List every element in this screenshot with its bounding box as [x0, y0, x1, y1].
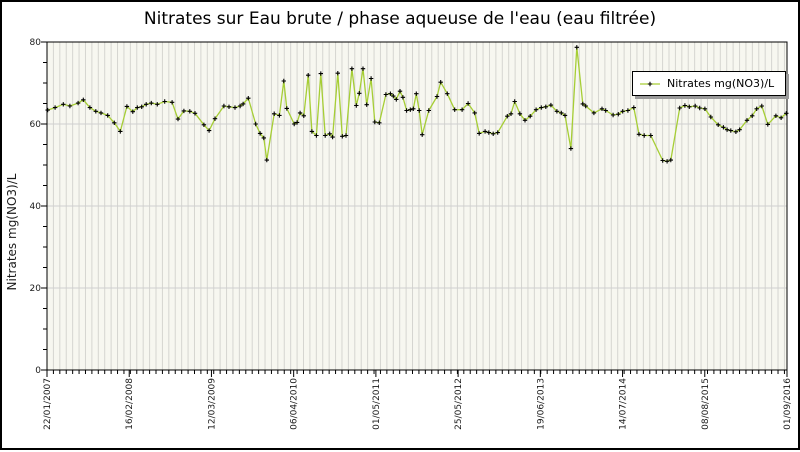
svg-text:22/01/2007: 22/01/2007 — [43, 378, 53, 430]
svg-text:08/08/2015: 08/08/2015 — [701, 378, 711, 430]
svg-text:12/03/2009: 12/03/2009 — [207, 378, 217, 430]
svg-text:80: 80 — [30, 38, 42, 48]
svg-text:0: 0 — [35, 366, 41, 376]
legend-label: Nitrates mg(NO3)/L — [667, 77, 775, 90]
svg-text:20: 20 — [30, 284, 42, 294]
x-axis-tick-labels: 22/01/2007 16/02/2008 12/03/2009 06/04/2010… — [43, 378, 793, 430]
svg-text:40: 40 — [30, 202, 42, 212]
x-axis-ticks — [46, 370, 788, 377]
svg-text:19/06/2013: 19/06/2013 — [536, 378, 546, 430]
svg-text:16/02/2008: 16/02/2008 — [125, 378, 135, 430]
legend-box: Nitrates mg(NO3)/L — [632, 71, 786, 96]
svg-text:01/05/2011: 01/05/2011 — [372, 378, 382, 430]
y-axis-title: Nitrates mg(NO3)/L — [5, 173, 19, 290]
legend-series-marker-icon — [640, 81, 660, 86]
svg-text:60: 60 — [30, 120, 42, 130]
svg-text:25/05/2012: 25/05/2012 — [454, 378, 464, 430]
svg-text:01/09/2016: 01/09/2016 — [783, 378, 793, 430]
y-axis-tick-labels: 0 20 40 60 80 — [30, 38, 42, 376]
svg-text:14/07/2014: 14/07/2014 — [619, 378, 629, 430]
svg-text:06/04/2010: 06/04/2010 — [290, 378, 300, 430]
chart-title: Nitrates sur Eau brute / phase aqueuse d… — [143, 9, 657, 29]
y-axis-ticks — [41, 41, 47, 371]
horizontal-gridlines — [47, 123, 787, 289]
data-markers — [45, 45, 789, 164]
